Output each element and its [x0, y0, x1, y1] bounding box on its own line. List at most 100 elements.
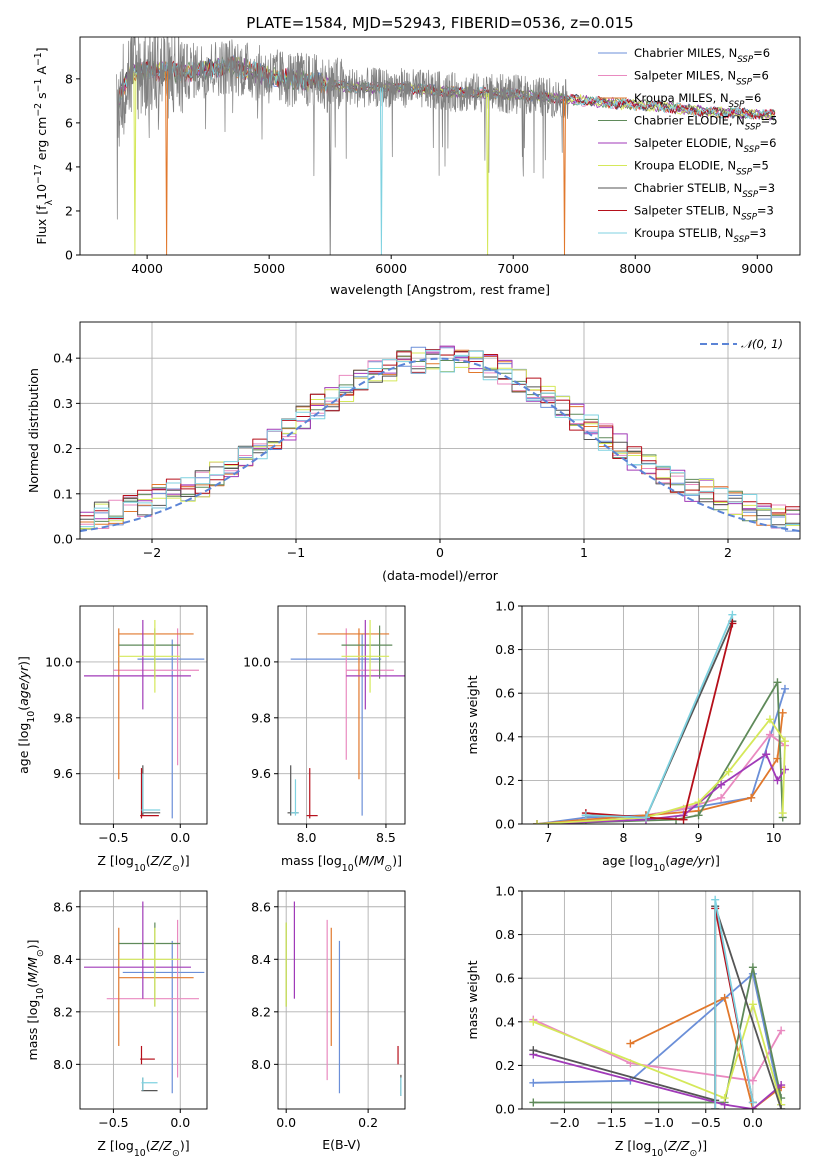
x-axis-label: age [log10(age/yr)] [602, 853, 720, 874]
error-point [290, 779, 299, 816]
x-tick-label: 0.0 [276, 1115, 296, 1130]
y-tick-label: 0.3 [53, 396, 73, 411]
weight-marker [765, 730, 774, 739]
gaussian-reference-curve [80, 357, 800, 533]
x-tick-label: −2 [143, 545, 161, 560]
error-point [140, 1045, 155, 1065]
y-tick-label: 8.2 [251, 1004, 271, 1019]
x-tick-label: 8 [619, 830, 627, 845]
weight-marker [529, 1078, 538, 1087]
axes-frame [79, 890, 208, 1110]
x-tick-label: 6000 [375, 261, 407, 276]
y-tick-label: 0.6 [495, 971, 515, 986]
weight-marker [747, 793, 756, 802]
x-axis-label: mass [log10(M/M⊙)] [281, 853, 402, 874]
y-tick-label: 1.0 [495, 599, 515, 614]
error-point [141, 773, 161, 813]
weight-line-chabrier-miles [536, 688, 786, 824]
y-tick-label: 0 [65, 248, 73, 263]
weight-marker [717, 793, 726, 802]
y-tick-label: 8.0 [53, 1057, 73, 1072]
x-tick-label: −1.0 [643, 1115, 673, 1130]
error-point [306, 768, 318, 819]
y-tick-label: 0.2 [53, 441, 73, 456]
weight-marker [581, 811, 590, 820]
error-point [118, 922, 181, 1007]
weight-marker [533, 820, 542, 824]
axes-frame [79, 321, 801, 540]
error-point [137, 639, 205, 819]
legend-entry: 𝒩(0, 1) [741, 337, 783, 351]
y-axis-label: mass [log10(M/M⊙)] [25, 940, 46, 1061]
y-tick-label: 9.8 [53, 710, 73, 725]
weight-line-kroupa-elodie [536, 718, 786, 824]
y-tick-label: 8 [65, 71, 73, 86]
weight-vs-metallicity-plot: −2.0 −1.5 −1.0 −0.5 0.0 0.0 0.2 0.4 0.6 0.8 1.0 mas… [465, 884, 801, 1159]
x-tick-label: 0.0 [170, 1115, 190, 1130]
weight-marker [765, 715, 774, 724]
weight-marker [694, 798, 703, 807]
error-point [118, 628, 181, 679]
y-tick-label: 0.4 [53, 351, 73, 366]
weight-marker [724, 767, 733, 776]
residual-histogram-plot: −2 −1 0 1 2 0.0 0.1 0.2 0.3 0.4 (data-model)/error… [26, 321, 801, 583]
legend-entry: Salpeter STELIB, NSSP=3 [634, 204, 774, 223]
y-tick-label: 9.8 [251, 710, 271, 725]
weight-marker [717, 780, 726, 789]
x-tick-label: −2.0 [549, 1115, 579, 1130]
weight-line-kroupa-elodie [532, 1003, 783, 1105]
legend: Chabrier MILES, NSSP=6 Salpeter MILES, NS… [598, 46, 778, 245]
error-point [287, 765, 299, 816]
spectrum-dip [328, 84, 332, 255]
error-point [118, 628, 194, 780]
spectrum-dip [379, 87, 383, 255]
y-tick-label: 8.4 [251, 952, 271, 967]
y-tick-label: 0.2 [495, 1058, 515, 1073]
spectrum-dip [563, 98, 566, 255]
y-tick-label: 0.4 [495, 729, 515, 744]
y-tick-label: 10.0 [243, 654, 271, 669]
error-point [141, 1077, 158, 1091]
x-tick-label: 7 [544, 830, 552, 845]
y-axis-label: age [log10(age/yr)] [16, 656, 37, 774]
axes-frame [79, 605, 208, 825]
x-tick-label: 1 [580, 545, 588, 560]
x-tick-label: −0.5 [98, 830, 128, 845]
weight-line-salpeter-stelib [585, 623, 734, 821]
y-tick-label: 6 [65, 115, 73, 130]
error-point [341, 619, 390, 693]
x-tick-label: −1.5 [596, 1115, 626, 1130]
mass-vs-metallicity-plot: −0.5 0.0 8.0 8.2 8.4 8.6 Z [log10(Z/Z⊙)] mass [… [25, 890, 208, 1159]
legend-entry: Salpeter ELODIE, NSSP=6 [634, 136, 776, 155]
weight-vs-age-plot: 7 8 9 10 0.0 0.2 0.4 0.6 0.8 1.0 mass weight age [l… [465, 599, 801, 874]
weight-marker [762, 750, 771, 759]
weight-marker [777, 1081, 786, 1090]
x-tick-label: 0.0 [743, 1115, 763, 1130]
legend-entry: Chabrier ELODIE, NSSP=5 [634, 114, 778, 133]
weight-marker [529, 1046, 538, 1055]
axes-frame [521, 605, 801, 825]
y-tick-label: 0.2 [495, 773, 515, 788]
weight-line-chabrier-miles [533, 972, 783, 1105]
weight-marker [641, 813, 650, 822]
plot-area [533, 610, 789, 824]
weight-marker [748, 963, 757, 972]
error-point [106, 919, 199, 1078]
error-point [84, 901, 191, 999]
y-tick-label: 0.8 [495, 642, 515, 657]
weight-line-chabrier-elodie [533, 966, 783, 1104]
y-tick-label: 8.0 [251, 1057, 271, 1072]
y-tick-label: 8.4 [53, 952, 73, 967]
y-tick-label: 1.0 [495, 884, 515, 899]
x-tick-label: 8000 [619, 261, 651, 276]
x-tick-label: 2 [724, 545, 732, 560]
legend-entry: Chabrier MILES, NSSP=6 [634, 46, 770, 65]
x-tick-label: 9 [695, 830, 703, 845]
grid [278, 606, 405, 824]
weight-marker [529, 1098, 538, 1107]
x-tick-label: 4000 [131, 261, 163, 276]
grid [80, 606, 207, 824]
error-point [84, 619, 191, 710]
figure-title: PLATE=1584, MJD=52943, FIBERID=0536, z=0… [246, 14, 633, 32]
